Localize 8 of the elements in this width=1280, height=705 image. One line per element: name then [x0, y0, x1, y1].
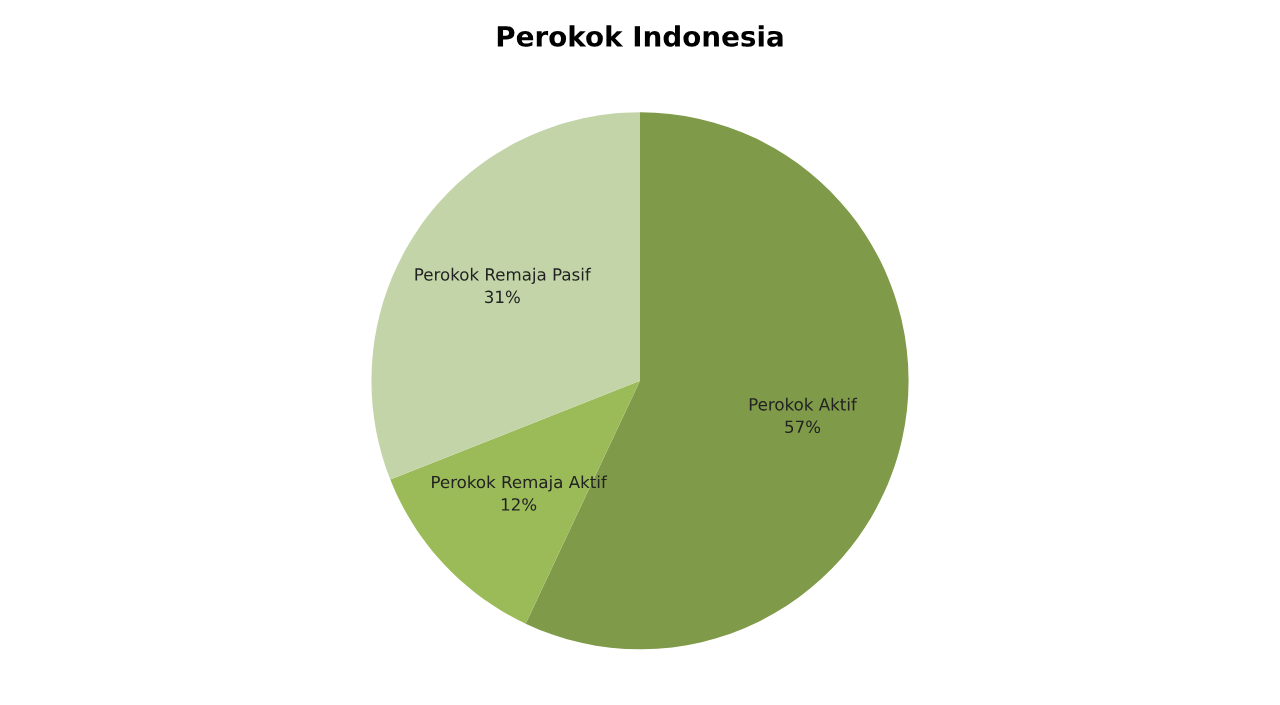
- data-label: 12%: [501, 498, 537, 511]
- slice-label: Perokok Remaja Pasif: [415, 267, 592, 284]
- slice-label: Perokok Aktif: [749, 397, 858, 411]
- pie-slice: [390, 380, 640, 624]
- data-label: 31%: [485, 290, 520, 304]
- slice-label: Perokok Remaja Aktif: [432, 475, 608, 492]
- chart-title: Perokok Indonesia: [497, 25, 783, 47]
- data-label: 57%: [785, 420, 821, 434]
